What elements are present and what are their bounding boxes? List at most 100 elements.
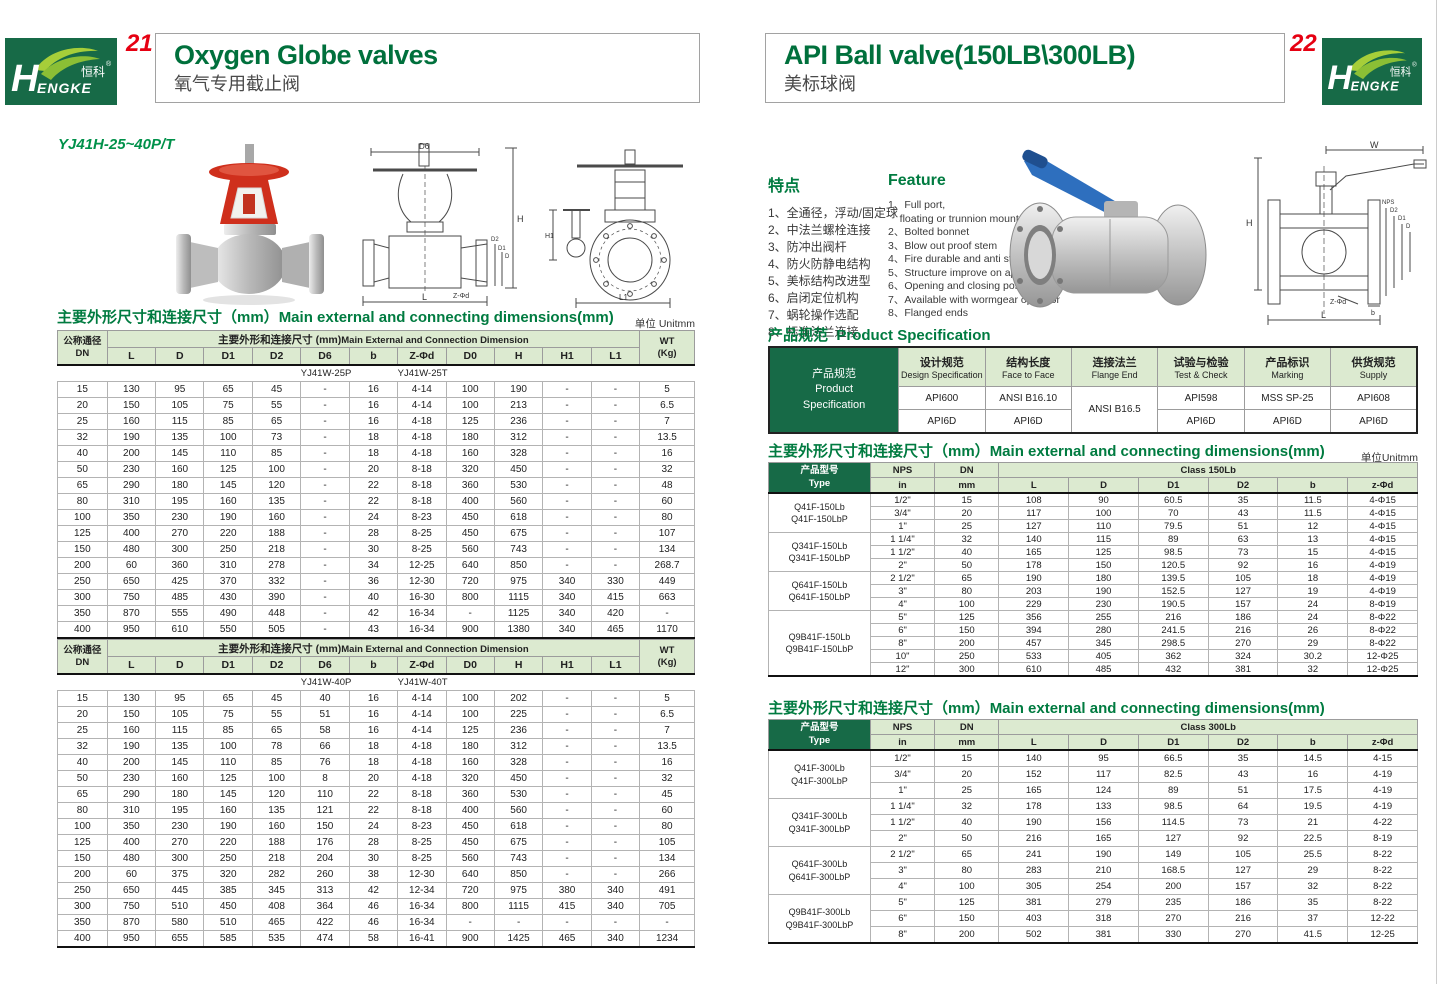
table-row: 25 160 115 85 65-16 4-18 125 236- -7 xyxy=(57,413,695,430)
cell: 380 xyxy=(542,882,592,899)
cell: 1 1/2" xyxy=(869,545,936,559)
cell: 320 xyxy=(445,770,495,787)
type-cell: Q41F-150Lb Q41F-150LbP xyxy=(768,492,871,533)
cell: - xyxy=(542,690,592,707)
cell: 89 xyxy=(1137,782,1209,799)
cell: 283 xyxy=(998,862,1070,879)
cell: 32 xyxy=(934,798,1000,815)
outlet-neck xyxy=(282,242,310,288)
cell: 8-Φ22 xyxy=(1347,623,1418,637)
cell: 40 xyxy=(348,589,399,606)
cell: 190 xyxy=(106,429,157,446)
cell: - xyxy=(300,509,350,526)
registered-mark: ® xyxy=(106,60,112,68)
cell: 134 xyxy=(639,850,695,867)
cell: 422 xyxy=(300,914,350,931)
type-header: 产品型号 Type xyxy=(768,719,871,751)
cell: 220 xyxy=(203,525,253,542)
table-row: 100 350 230 190 160 150 24 8-23 450 618- -80 xyxy=(57,818,695,835)
cell: 92 xyxy=(1207,830,1279,847)
cell: 375 xyxy=(155,866,205,883)
cell: 270 xyxy=(155,525,205,542)
table-row: 1 1/2" 40 165 125 98.5 73 15 4-Φ15 xyxy=(769,545,1418,559)
cell: 100 xyxy=(934,878,1000,895)
column-header: b xyxy=(1277,477,1349,494)
cell: 505 xyxy=(251,621,302,639)
table-row: 40 200 145 110 85-18 4-18 160 328- -16 xyxy=(57,445,695,462)
cell: 190 xyxy=(493,381,544,398)
cell: 140 xyxy=(998,749,1070,767)
cell: 270 xyxy=(1207,636,1279,650)
cell: 58 xyxy=(348,930,399,948)
cell: 12-34 xyxy=(397,882,447,899)
table-row: 80 310 195 160 135-22 8-18 400 560- -60 xyxy=(57,493,695,510)
cell: 65 xyxy=(251,722,302,739)
cell: 115 xyxy=(155,413,205,430)
cell: 2" xyxy=(869,558,936,572)
cell: 160 xyxy=(445,445,495,462)
cell: 25 xyxy=(57,413,108,430)
group-header: 主要外形和连接尺寸 (mm)Main External and Connecti… xyxy=(106,330,641,348)
cell: 100 xyxy=(445,381,495,398)
table-row: 3" 80 283 210 168.5 127 29 8-22 xyxy=(769,862,1418,879)
cell: 90 xyxy=(1068,492,1139,507)
type-cell: Q41F-300Lb Q41F-300LbP xyxy=(768,749,871,799)
cell: - xyxy=(542,525,592,542)
cell: 35 xyxy=(1277,894,1349,911)
type-cell: Q641F-300Lb Q641F-300LbP xyxy=(768,846,871,895)
cell: 4-Φ19 xyxy=(1347,558,1418,572)
cell: 241 xyxy=(998,846,1070,863)
cell: - xyxy=(300,445,350,462)
cell: 51 xyxy=(300,706,350,723)
cell: 450 xyxy=(445,834,495,851)
cell: 236 xyxy=(493,722,544,739)
cell: 105 xyxy=(155,706,205,723)
column-header: D2 xyxy=(1207,734,1279,751)
cell: 157 xyxy=(1207,878,1279,895)
cell: 95 xyxy=(155,381,205,398)
cell: 618 xyxy=(493,509,544,526)
cell: 16 xyxy=(1277,558,1349,572)
cell: 36 xyxy=(348,573,399,590)
cell: 450 xyxy=(445,509,495,526)
shadow xyxy=(203,295,295,305)
cell: 3/4" xyxy=(869,766,936,783)
cell: 340 xyxy=(542,573,592,590)
model-name: YJ41W-25P xyxy=(300,365,351,382)
cell: 34 xyxy=(348,557,399,574)
cell: 290 xyxy=(106,786,157,803)
cell: 165 xyxy=(998,782,1070,799)
cell: 4-Φ15 xyxy=(1347,532,1418,546)
left-dimension-tables: 公称通径 DN 主要外形和连接尺寸 (mm)Main External and Co… xyxy=(57,330,695,948)
cell: 85 xyxy=(203,413,253,430)
header-row: L D D1 D2 D6 b Z-Φd D0 H H1 L1 xyxy=(58,347,695,366)
page-number-left: 21 xyxy=(126,30,153,57)
table-row: 12" 300 610 485 432 381 32 12-Φ25 xyxy=(769,662,1418,677)
cell: 22 xyxy=(348,786,399,803)
cell: 360 xyxy=(445,786,495,803)
cell: - xyxy=(590,722,641,739)
cell: 225 xyxy=(493,706,544,723)
cell: 100 xyxy=(57,818,108,835)
cell: 18 xyxy=(348,429,399,446)
cell: 5 xyxy=(639,690,695,707)
cell: 313 xyxy=(300,882,350,899)
cell: 20 xyxy=(348,461,399,478)
dim150-table-wrap: 产品型号 Type NPS DN Class 150Lb in mm L D D1 D2 b z-Φd Q… xyxy=(768,462,1418,677)
cell: - xyxy=(590,690,641,707)
spec-value: ANSI B16.10 xyxy=(984,386,1072,410)
cell: 135 xyxy=(251,802,302,819)
cell: 16-30 xyxy=(397,589,447,606)
red-handwheel-top xyxy=(219,164,279,176)
cell: 1115 xyxy=(493,589,544,606)
cell: 150 xyxy=(934,623,1000,637)
cell: 12" xyxy=(869,662,936,677)
cell: 502 xyxy=(998,926,1070,944)
cell: 340 xyxy=(590,882,641,899)
table-row: 300 750 510 450 408 364 46 16-34 800 1115 415 340 70… xyxy=(57,898,695,915)
column-header: D2 xyxy=(251,656,302,675)
cell: 560 xyxy=(445,541,495,558)
cell: - xyxy=(542,754,592,771)
cell: 110 xyxy=(203,445,253,462)
cell: 160 xyxy=(203,493,253,510)
